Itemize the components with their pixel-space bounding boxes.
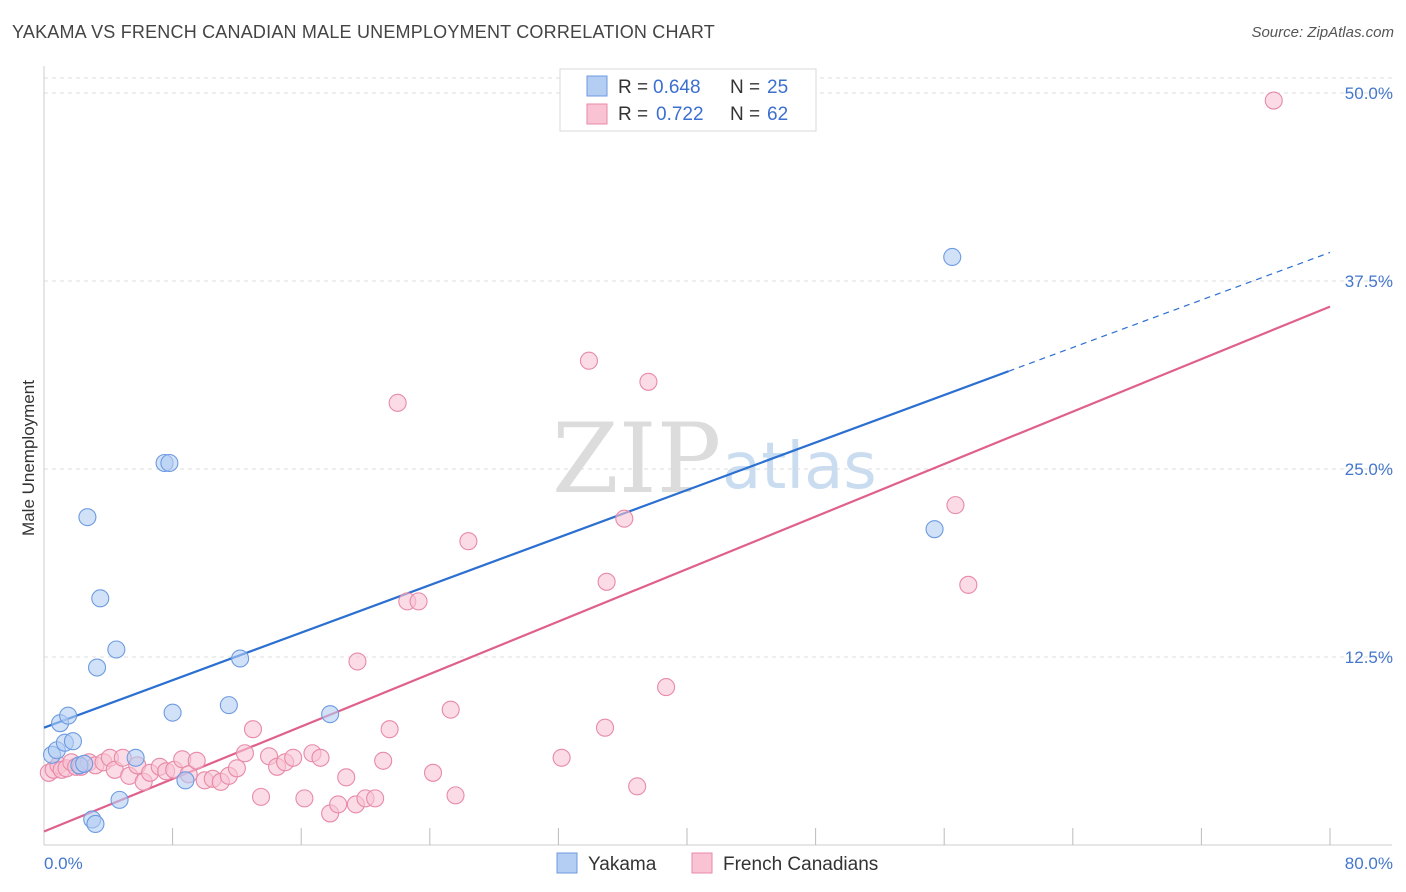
point-yakama bbox=[231, 649, 250, 668]
point-french bbox=[388, 393, 407, 412]
watermark-zip: ZIP bbox=[552, 403, 721, 515]
point-french bbox=[329, 795, 348, 814]
point-yakama bbox=[126, 748, 145, 767]
point-french bbox=[441, 700, 460, 719]
point-yakama bbox=[110, 790, 129, 809]
series-swatch-yakama bbox=[556, 852, 578, 874]
legend-n-value-yakama: 25 bbox=[767, 77, 788, 98]
point-french bbox=[409, 592, 428, 611]
point-yakama bbox=[176, 771, 195, 790]
point-french bbox=[187, 751, 206, 770]
point-yakama bbox=[219, 696, 238, 715]
point-french bbox=[628, 777, 647, 796]
series-legend: Yakama French Canadians bbox=[556, 852, 878, 875]
legend-r-label-french: R = bbox=[618, 104, 648, 125]
point-french bbox=[657, 678, 676, 697]
point-french bbox=[380, 720, 399, 739]
legend-n-value-french: 62 bbox=[767, 104, 788, 125]
y-axis-label: Male Unemployment bbox=[19, 380, 38, 536]
point-yakama bbox=[59, 706, 78, 725]
point-french bbox=[295, 789, 314, 808]
legend-r-label-yakama: R = bbox=[618, 77, 648, 98]
point-french bbox=[615, 509, 634, 528]
point-yakama bbox=[160, 453, 179, 473]
point-french bbox=[959, 575, 978, 594]
point-french bbox=[235, 744, 254, 763]
point-yakama bbox=[75, 754, 94, 773]
point-french bbox=[227, 759, 246, 778]
legend-n-label-french: N = bbox=[730, 104, 760, 125]
point-french bbox=[337, 768, 356, 787]
point-yakama bbox=[78, 508, 97, 527]
axes: 12.5% 25.0% 37.5% 50.0% 0.0% 80.0% bbox=[43, 66, 1393, 873]
trend-line-yakama bbox=[43, 370, 1009, 729]
point-french bbox=[366, 789, 385, 808]
y-tick-label: 37.5% bbox=[1345, 272, 1393, 291]
point-yakama bbox=[91, 589, 110, 608]
gridlines bbox=[44, 77, 1392, 658]
series-label-yakama: Yakama bbox=[588, 854, 657, 875]
trend-line-yakama-extension bbox=[1008, 251, 1331, 372]
chart-title: YAKAMA VS FRENCH CANADIAN MALE UNEMPLOYM… bbox=[12, 22, 715, 42]
point-french bbox=[597, 572, 616, 591]
point-french bbox=[595, 718, 615, 737]
point-french bbox=[579, 351, 598, 370]
legend-n-label-yakama: N = bbox=[730, 77, 760, 98]
point-french bbox=[552, 748, 571, 767]
point-french bbox=[459, 532, 478, 551]
point-yakama bbox=[163, 703, 182, 722]
point-french bbox=[251, 787, 271, 806]
point-french bbox=[639, 372, 658, 391]
series-swatch-french bbox=[691, 852, 713, 874]
x-tick-label-min: 0.0% bbox=[44, 854, 83, 873]
trend-line-french bbox=[43, 305, 1331, 833]
point-french bbox=[423, 763, 443, 782]
point-yakama bbox=[321, 705, 340, 724]
point-french bbox=[311, 748, 330, 767]
series-label-french: French Canadians bbox=[723, 854, 878, 875]
data-points bbox=[39, 91, 1283, 833]
source-credit: Source: ZipAtlas.com bbox=[1251, 24, 1394, 41]
point-french bbox=[946, 496, 965, 515]
y-tick-label: 12.5% bbox=[1345, 648, 1393, 667]
x-tick-label-max: 80.0% bbox=[1345, 854, 1393, 873]
y-tick-label: 25.0% bbox=[1345, 460, 1393, 479]
point-french bbox=[374, 751, 393, 770]
point-french bbox=[284, 748, 303, 767]
point-yakama bbox=[107, 640, 126, 659]
trend-lines bbox=[43, 251, 1331, 833]
point-french bbox=[348, 652, 367, 671]
legend-r-value-yakama: 0.648 bbox=[653, 77, 701, 98]
point-french bbox=[243, 720, 263, 739]
point-french bbox=[1264, 91, 1283, 110]
legend-swatch-french bbox=[586, 103, 608, 125]
legend-swatch-yakama bbox=[586, 75, 608, 97]
y-tick-label: 50.0% bbox=[1345, 84, 1393, 103]
point-yakama bbox=[63, 732, 82, 751]
watermark-atlas: atlas bbox=[722, 430, 877, 504]
point-yakama bbox=[943, 247, 962, 267]
point-yakama bbox=[86, 814, 105, 833]
legend-r-value-french: 0.722 bbox=[656, 104, 704, 125]
point-yakama bbox=[87, 658, 107, 677]
point-yakama bbox=[925, 520, 944, 539]
stats-legend: R = 0.648 N = 25 R = 0.722 N = 62 bbox=[559, 68, 817, 132]
point-french bbox=[446, 786, 465, 805]
